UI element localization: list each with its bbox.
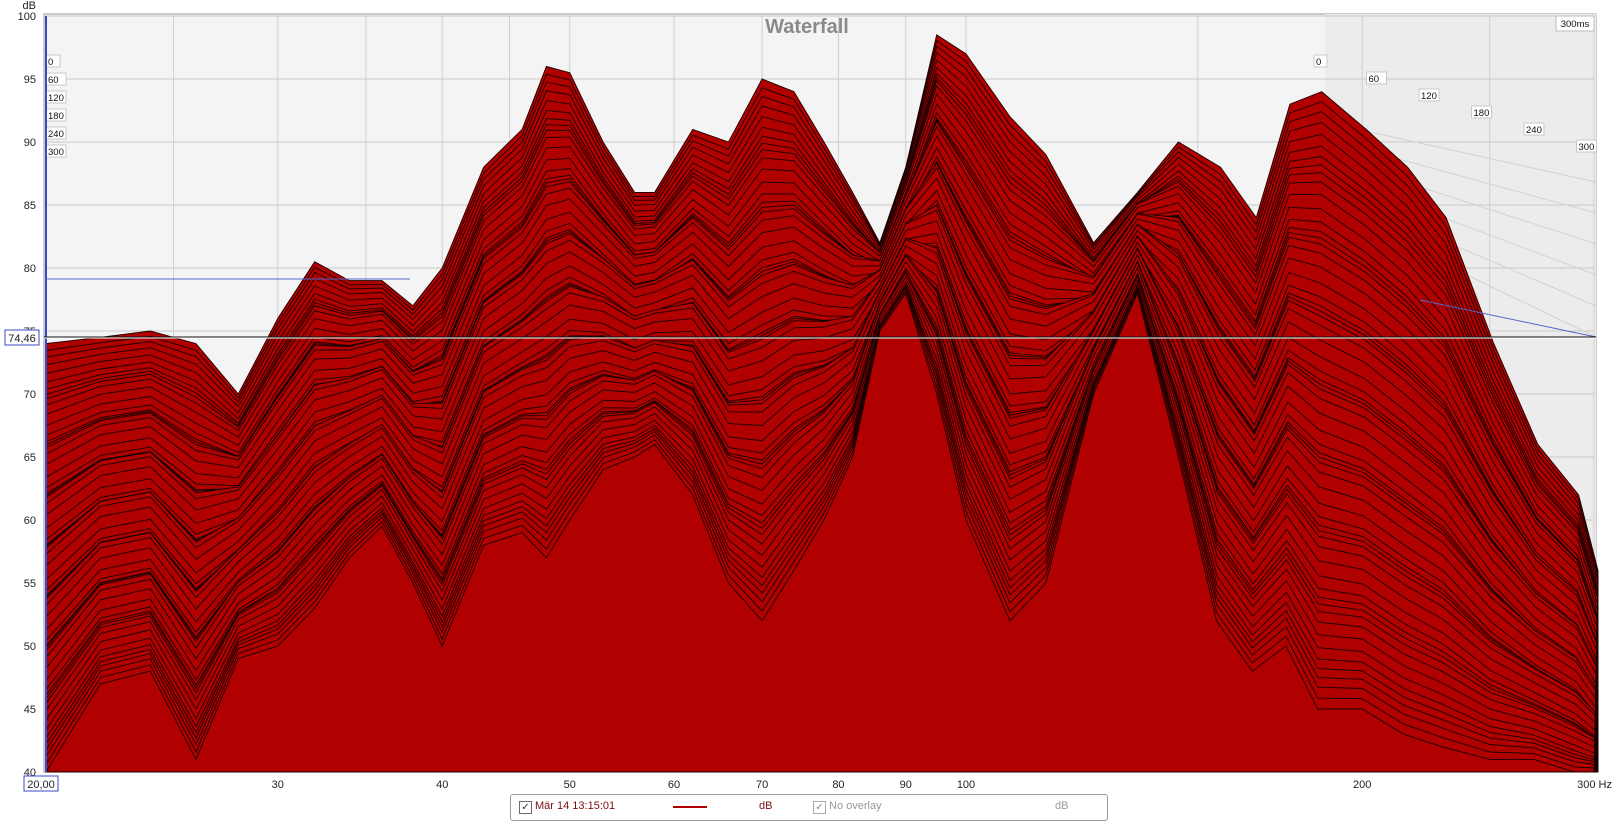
cursor-value-box[interactable]: 74,46 bbox=[4, 329, 40, 346]
y-tick-label: 55 bbox=[24, 578, 36, 590]
overlay-unit: dB bbox=[1055, 800, 1069, 812]
svg-text:240: 240 bbox=[48, 129, 64, 140]
svg-text:120: 120 bbox=[48, 93, 64, 104]
depth-label-left: 240 bbox=[45, 126, 67, 140]
svg-text:60: 60 bbox=[48, 75, 59, 86]
depth-label-left: 0 bbox=[45, 54, 61, 68]
depth-label-right: 240 bbox=[1523, 122, 1545, 136]
depth-label-right: 300 bbox=[1576, 139, 1597, 153]
depth-max-box: 300ms bbox=[1555, 15, 1595, 32]
x-tick-label: 90 bbox=[900, 779, 912, 791]
svg-text:180: 180 bbox=[48, 111, 64, 122]
x-tick-label: 60 bbox=[668, 779, 680, 791]
svg-text:0: 0 bbox=[1316, 57, 1321, 68]
overlay-label[interactable]: No overlay bbox=[829, 800, 882, 812]
depth-label-right: 0 bbox=[1313, 54, 1328, 68]
depth-label-right: 120 bbox=[1418, 88, 1440, 102]
x-tick-label: 40 bbox=[436, 779, 448, 791]
depth-label-left: 180 bbox=[45, 108, 67, 122]
x-min-box[interactable]: 20,00 bbox=[23, 775, 59, 792]
svg-text:300: 300 bbox=[1579, 142, 1595, 153]
svg-text:120: 120 bbox=[1421, 91, 1437, 102]
x-tick-label: 200 bbox=[1353, 779, 1371, 791]
y-tick-label: 70 bbox=[24, 389, 36, 401]
y-tick-label: 85 bbox=[24, 200, 36, 212]
depth-label-left: 60 bbox=[45, 72, 67, 86]
series-color-swatch bbox=[673, 806, 707, 808]
depth-label-right: 60 bbox=[1366, 71, 1387, 85]
svg-text:180: 180 bbox=[1474, 108, 1490, 119]
x-max-label: 300 Hz bbox=[1577, 779, 1612, 791]
svg-text:0: 0 bbox=[48, 57, 53, 68]
chart-title: Waterfall bbox=[765, 16, 849, 38]
x-tick-label: 80 bbox=[832, 779, 844, 791]
y-tick-label: 100 bbox=[18, 11, 36, 23]
waterfall-slices bbox=[45, 34, 1599, 773]
svg-text:240: 240 bbox=[1526, 125, 1542, 136]
y-tick-label: 50 bbox=[24, 641, 36, 653]
depth-label-left: 300 bbox=[45, 144, 67, 158]
x-tick-label: 30 bbox=[272, 779, 284, 791]
x-min-label: 20,00 bbox=[27, 779, 55, 791]
x-tick-label: 70 bbox=[756, 779, 768, 791]
x-tick-label: 100 bbox=[957, 779, 975, 791]
waterfall-slice bbox=[45, 291, 1594, 773]
overlay-checkbox[interactable]: ✓ bbox=[813, 801, 826, 814]
measurement-label[interactable]: Mär 14 13:15:01 bbox=[535, 800, 616, 812]
svg-text:300: 300 bbox=[48, 147, 64, 158]
cursor-value: 74,46 bbox=[8, 333, 36, 345]
y-tick-label: 95 bbox=[24, 74, 36, 86]
measurement-checkbox[interactable]: ✓ bbox=[519, 801, 532, 814]
y-tick-label: 45 bbox=[24, 704, 36, 716]
x-tick-label: 50 bbox=[564, 779, 576, 791]
depth-max-label: 300ms bbox=[1561, 19, 1590, 30]
y-axis-unit: dB bbox=[23, 0, 36, 12]
depth-grid-line bbox=[1324, 121, 1597, 183]
axis-ticks: 1009590858075706560555045403040506070809… bbox=[18, 11, 1372, 791]
depth-label-left: 120 bbox=[45, 90, 67, 104]
y-tick-label: 60 bbox=[24, 515, 36, 527]
cursor-diagonal-line bbox=[1419, 299, 1597, 338]
y-tick-label: 65 bbox=[24, 452, 36, 464]
legend-bar: ✓ Mär 14 13:15:01 dB ✓ No overlay dB bbox=[510, 794, 1108, 821]
y-tick-label: 80 bbox=[24, 263, 36, 275]
depth-label-right: 180 bbox=[1471, 105, 1492, 119]
measurement-unit: dB bbox=[759, 800, 773, 812]
y-tick-label: 90 bbox=[24, 137, 36, 149]
svg-text:60: 60 bbox=[1369, 74, 1380, 85]
